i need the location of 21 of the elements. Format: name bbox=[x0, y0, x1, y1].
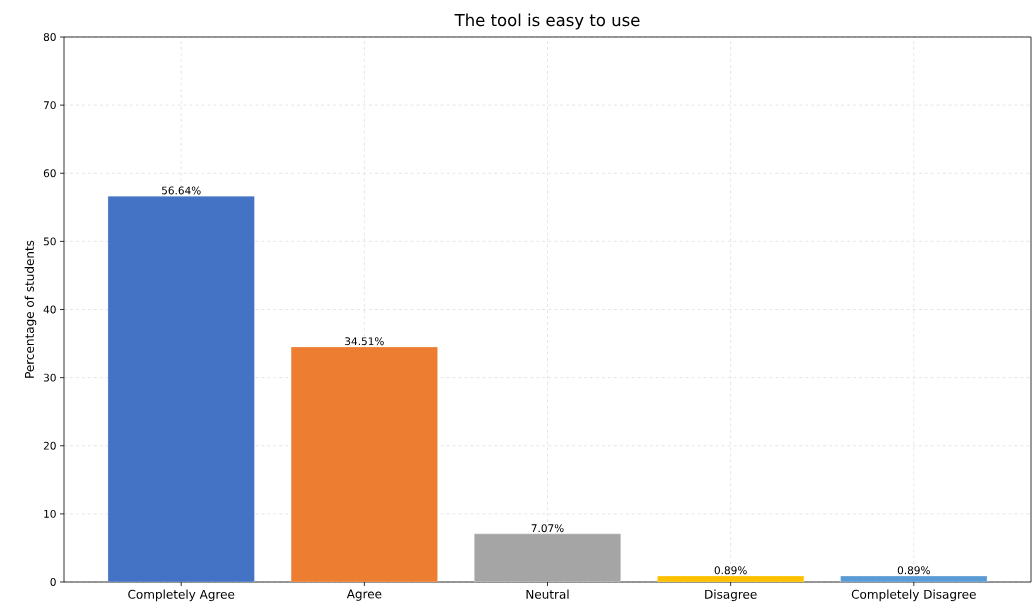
y-tick-label: 70 bbox=[43, 101, 56, 110]
y-tick-label: 30 bbox=[43, 373, 56, 382]
y-tick-label: 80 bbox=[43, 33, 56, 41]
data-label: 56.64% bbox=[162, 186, 201, 195]
x-tick-label: Completely Agree bbox=[128, 589, 235, 602]
chart-title: The tool is easy to use bbox=[454, 13, 640, 30]
data-label: 0.89% bbox=[714, 566, 747, 575]
y-tick-label: 40 bbox=[43, 305, 56, 314]
y-tick-label: 60 bbox=[43, 169, 56, 178]
data-label: 0.89% bbox=[897, 566, 930, 575]
x-tick-label: Agree bbox=[346, 589, 382, 601]
x-tick-label: Disagree bbox=[705, 589, 757, 602]
y-tick-label: 0 bbox=[50, 578, 56, 586]
x-tick-label: Completely Disagree bbox=[851, 589, 976, 602]
y-tick-label: 50 bbox=[43, 237, 56, 246]
y-axis-title: Percentage of students bbox=[24, 240, 37, 378]
y-tick-label: 20 bbox=[43, 441, 56, 450]
data-label: 34.51% bbox=[345, 337, 384, 346]
x-tick-label: Neutral bbox=[526, 589, 569, 599]
y-tick-label: 10 bbox=[44, 509, 56, 518]
data-label: 7.07% bbox=[531, 524, 564, 533]
